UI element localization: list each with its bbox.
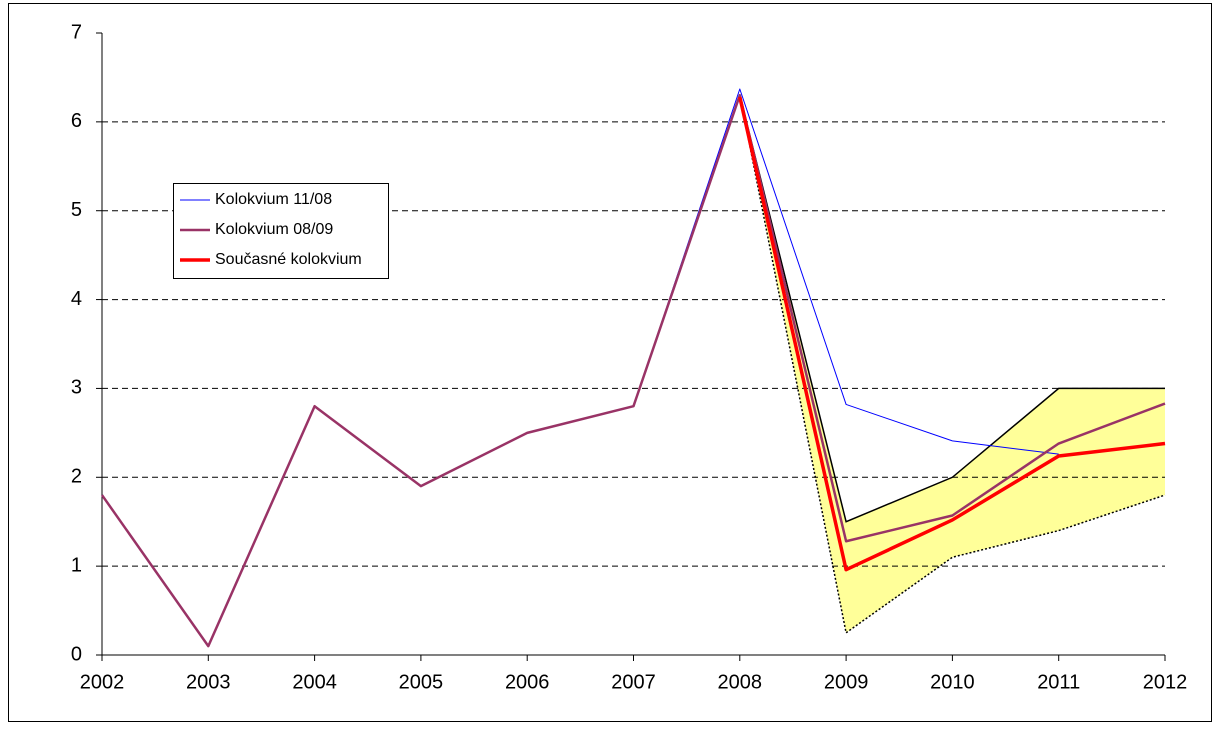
y-tick-label: 6 xyxy=(71,110,82,132)
series-line xyxy=(100,93,1166,648)
x-tick-label: 2005 xyxy=(399,671,444,693)
band-area xyxy=(739,95,1165,633)
legend-label: Kolokvium 11/08 xyxy=(215,191,332,208)
legend-label: Kolokvium 08/09 xyxy=(215,221,333,238)
x-tick-label: 2011 xyxy=(1037,671,1080,693)
x-tick-label: 2002 xyxy=(80,671,125,693)
band-lower xyxy=(739,95,1166,635)
x-tick-label: 2004 xyxy=(292,671,337,693)
x-tick-label: 2009 xyxy=(824,671,869,693)
legend: Kolokvium 11/08 Kolokvium 08/09 Současné k… xyxy=(173,183,389,279)
y-tick-label: 3 xyxy=(71,377,82,399)
x-tick-label: 2008 xyxy=(718,671,763,693)
y-tick-label: 1 xyxy=(71,554,82,576)
chart-frame xyxy=(8,3,1212,722)
y-tick-label: 4 xyxy=(71,288,82,310)
y-tick-label: 7 xyxy=(71,21,82,43)
y-tick-label: 2 xyxy=(71,466,82,488)
y-tick-label: 5 xyxy=(71,199,82,221)
y-tick-label: 0 xyxy=(71,643,82,665)
x-tick-label: 2010 xyxy=(930,671,975,693)
x-tick-label: 2006 xyxy=(505,671,550,693)
x-tick-label: 2007 xyxy=(611,671,656,693)
x-tick-label: 2012 xyxy=(1143,671,1188,693)
series-line xyxy=(738,96,1166,572)
legend-label: Současné kolokvium xyxy=(215,251,362,268)
x-tick-label: 2003 xyxy=(186,671,231,693)
